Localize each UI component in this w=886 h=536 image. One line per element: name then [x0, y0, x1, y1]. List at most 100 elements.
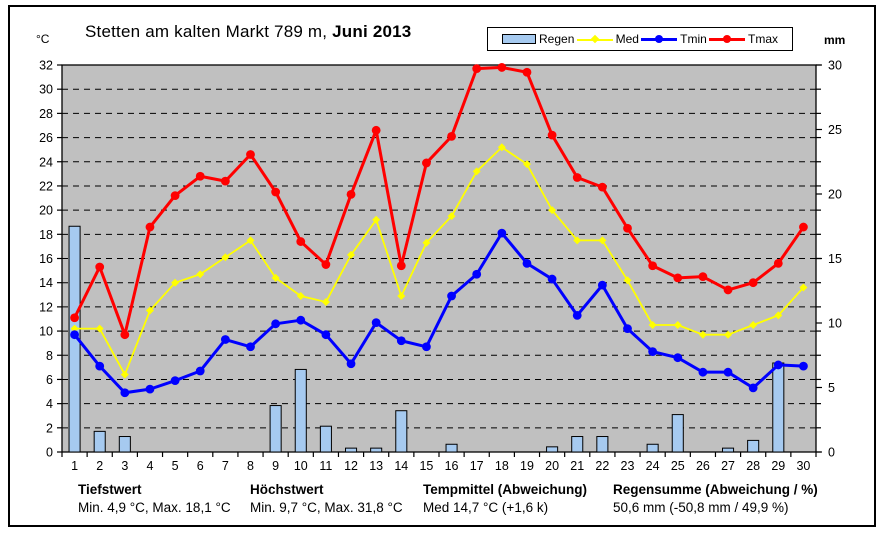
legend-item-tmax: Tmax [709, 32, 778, 46]
left-axis-tick-label: 18 [39, 228, 53, 242]
left-axis-tick-label: 14 [39, 276, 53, 290]
med-marker [522, 160, 531, 169]
x-axis-day-label: 20 [545, 459, 559, 473]
x-axis-day-label: 24 [646, 459, 660, 473]
tmin-marker [220, 335, 230, 344]
tmax-marker [623, 223, 632, 233]
tmax-line-swatch-icon [709, 33, 745, 45]
x-axis-day-label: 29 [771, 459, 785, 473]
x-axis-day-label: 23 [621, 459, 635, 473]
left-axis-tick-label: 22 [39, 179, 53, 193]
legend-label-regen: Regen [539, 32, 575, 46]
left-axis-tick-label: 26 [39, 131, 53, 145]
x-axis-day-label: 13 [369, 459, 383, 473]
x-axis-day-label: 30 [796, 459, 810, 473]
med-marker [321, 298, 330, 307]
right-axis-tick-label: 10 [828, 317, 842, 331]
med-marker [749, 321, 758, 330]
med-marker [472, 167, 481, 176]
legend-label-tmax: Tmax [748, 32, 778, 46]
med-marker [799, 283, 808, 292]
med-line-swatch-icon [576, 33, 613, 45]
tmax-marker [673, 273, 683, 283]
x-axis-day-label: 21 [570, 459, 584, 473]
rain-bar [294, 368, 307, 453]
tmin-marker [95, 361, 105, 371]
tmin-marker [120, 388, 130, 398]
tmax-marker [271, 187, 281, 197]
legend: Regen Med Tmin Tmax [487, 27, 793, 51]
tmin-marker [296, 315, 306, 325]
x-axis-day-label: 17 [470, 459, 484, 473]
tmax-marker [748, 278, 758, 288]
right-axis-tick-label: 20 [828, 188, 842, 202]
footer-hoechstwert-value: Min. 9,7 °C, Max. 31,8 °C [250, 500, 403, 515]
tmax-marker [522, 67, 532, 77]
tmin-marker [422, 342, 431, 352]
tmin-marker [497, 228, 507, 238]
rain-bar [68, 225, 81, 453]
tmin-marker [472, 269, 482, 279]
left-axis-tick-label: 24 [39, 155, 53, 169]
med-marker [724, 330, 733, 339]
med-marker [623, 276, 632, 285]
chart-title: Stetten am kalten Markt 789 m, Juni 2013 [85, 22, 411, 42]
left-axis-tick-label: 28 [39, 107, 53, 121]
med-marker [120, 370, 129, 379]
x-axis-day-label: 8 [247, 459, 254, 473]
tmax-marker [246, 150, 255, 159]
x-axis-day-label: 22 [595, 459, 609, 473]
rain-bar [747, 439, 760, 453]
tmin-marker [170, 376, 180, 386]
tmax-marker [572, 173, 582, 182]
tmax-marker [371, 125, 381, 135]
tmin-marker [773, 360, 783, 370]
rain-bar [345, 447, 358, 453]
left-axis-tick-label: 2 [46, 421, 53, 435]
tmin-marker [271, 319, 281, 329]
tmin-marker [623, 324, 632, 334]
med-marker [246, 236, 255, 245]
x-axis-day-label: 4 [146, 459, 153, 473]
tmin-marker [145, 384, 155, 394]
legend-item-med: Med [576, 32, 639, 46]
footer-tempmittel-value: Med 14,7 °C (+1,6 k) [423, 500, 549, 515]
x-axis-day-label: 25 [671, 459, 685, 473]
tmax-marker [497, 63, 507, 72]
footer-hoechstwert-heading: Höchstwert [250, 482, 324, 497]
footer-hoechstwert: Höchstwert Min. 9,7 °C, Max. 31,8 °C [250, 482, 403, 515]
med-marker [95, 324, 104, 333]
left-axis-tick-label: 8 [46, 349, 53, 363]
tmin-marker [748, 383, 758, 393]
tmax-marker [396, 261, 406, 271]
x-axis-day-label: 16 [445, 459, 459, 473]
left-axis-unit: °C [36, 32, 50, 46]
tmax-marker [597, 182, 607, 192]
med-marker [698, 330, 707, 339]
left-axis-tick-label: 4 [46, 397, 53, 411]
tmax-marker [170, 191, 180, 201]
tmin-marker [673, 353, 683, 363]
right-axis-tick-label: 0 [828, 446, 835, 460]
tmin-marker [698, 367, 708, 377]
rain-bar [722, 447, 735, 453]
tmin-line-swatch-icon [641, 33, 678, 45]
legend-label-tmin: Tmin [680, 32, 707, 46]
tmax-marker [422, 158, 431, 168]
med-marker [422, 238, 431, 247]
tmin-marker [70, 330, 79, 340]
x-axis-day-label: 28 [746, 459, 760, 473]
x-axis-day-label: 11 [319, 459, 332, 473]
right-axis-tick-label: 30 [828, 59, 842, 73]
left-axis-tick-label: 16 [39, 252, 53, 266]
tmax-marker [145, 222, 155, 232]
x-axis-day-label: 27 [721, 459, 735, 473]
rain-bar [118, 436, 131, 453]
rain-bar [395, 410, 408, 453]
legend-item-regen: Regen [502, 32, 574, 46]
tmin-line [73, 231, 804, 395]
left-axis-tick-label: 10 [39, 325, 53, 339]
x-axis-day-label: 18 [495, 459, 509, 473]
x-axis-day-label: 7 [222, 459, 229, 473]
med-marker [296, 291, 305, 300]
